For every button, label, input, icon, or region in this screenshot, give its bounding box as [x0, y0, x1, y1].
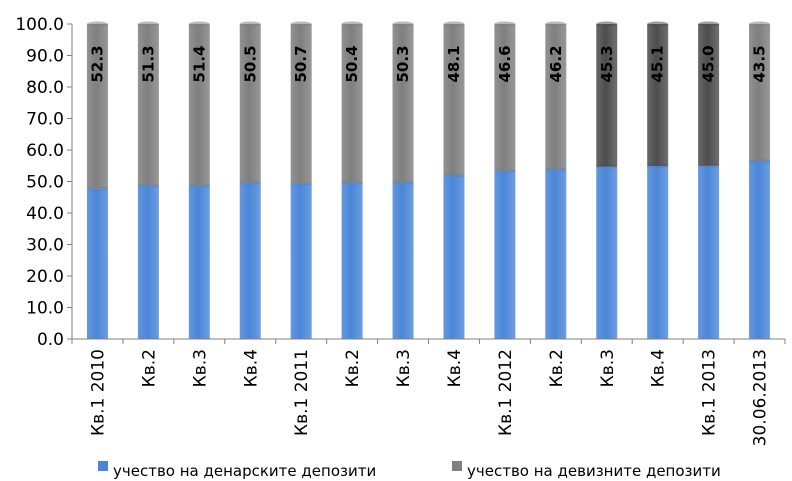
bar-foreign — [749, 24, 771, 162]
bar-foreign — [494, 24, 516, 171]
data-label: 51.3 — [139, 45, 157, 82]
data-label: 50.4 — [343, 45, 361, 82]
x-tick-label: Кв.1 2012 — [496, 349, 516, 436]
data-label: 45.1 — [649, 45, 667, 82]
y-tick-label: 40.0 — [26, 204, 64, 224]
x-tick-label: Кв.1 2013 — [700, 349, 720, 436]
bar-foreign — [239, 24, 261, 184]
x-tick-label: Кв.4 — [649, 349, 669, 387]
x-tick-label: Кв.3 — [598, 349, 618, 387]
data-label: 46.6 — [496, 45, 514, 82]
legend-item-denar: учество на денарските депозити — [98, 461, 376, 480]
bar-foreign-cap — [137, 21, 159, 27]
y-tick-label: 90.0 — [26, 47, 64, 67]
legend-swatch-denar — [98, 461, 108, 471]
x-tick-label: Кв.2 — [139, 349, 159, 387]
legend-label-denar: учество на денарските депозити — [113, 462, 376, 480]
bar-foreign-cap — [443, 21, 465, 27]
y-tick-label: 30.0 — [26, 236, 64, 256]
x-axis: Кв.1 2010 Кв.2 Кв.3 Кв.4 Кв.1 2011 Кв.2 Кв.3 Кв… — [71, 338, 786, 446]
data-label: 52.3 — [88, 45, 106, 82]
y-tick-label: 20.0 — [26, 267, 64, 287]
bar-foreign-cap — [86, 21, 108, 27]
y-tick-label: 100.0 — [15, 15, 64, 35]
bar-foreign — [443, 24, 465, 176]
bar-foreign-cap — [698, 21, 720, 27]
data-label: 51.4 — [190, 45, 208, 82]
bar-foreign-cap — [749, 21, 771, 27]
bar-foreign-cap — [188, 21, 210, 27]
legend-item-foreign: учество на девизните депозити — [452, 461, 721, 480]
bar-foreign — [188, 24, 210, 186]
bar-denar — [647, 166, 669, 339]
bar-foreign — [392, 24, 414, 183]
x-tick-label: Кв.4 — [445, 349, 465, 387]
data-label: 50.7 — [292, 45, 310, 82]
bar-denar — [137, 185, 159, 339]
bar-foreign-cap — [239, 21, 261, 27]
x-tick-label: Кв.2 — [343, 349, 363, 387]
x-tick-label: Кв.2 — [547, 349, 567, 387]
x-tick-label: Кв.4 — [241, 349, 261, 387]
y-tick-label: 50.0 — [26, 173, 64, 193]
bar-denar — [341, 182, 363, 339]
data-label: 45.3 — [598, 45, 616, 82]
y-tick-label: 10.0 — [26, 299, 64, 319]
legend: учество на денарските депозити учество н… — [98, 461, 721, 480]
bar-foreign-cap — [545, 21, 567, 27]
bar-denar — [749, 161, 771, 339]
x-tick-label: Кв.1 2011 — [292, 349, 312, 436]
data-label: 46.2 — [547, 45, 565, 82]
bar-foreign — [290, 24, 312, 184]
x-tick-label: Кв.1 2010 — [88, 349, 108, 436]
bar-foreign — [596, 24, 618, 167]
bar-foreign-cap — [647, 21, 669, 27]
data-labels: 52.3 51.3 51.4 50.5 50.7 50.4 50.3 48.1 46.6 46.2… — [88, 45, 768, 82]
bar-foreign — [545, 24, 567, 170]
data-label: 43.5 — [751, 45, 769, 82]
y-axis: 0.0 10.0 20.0 30.0 40.0 50.0 60.0 70.0 80.0 90.0 1… — [15, 15, 73, 350]
bar-denar — [290, 183, 312, 339]
x-tick-label: Кв.3 — [190, 349, 210, 387]
data-label: 48.1 — [445, 45, 463, 82]
bar-foreign-cap — [290, 21, 312, 27]
x-tick-label: 30.06.2013 — [751, 349, 771, 446]
bar-foreign — [698, 24, 720, 166]
legend-label-foreign: учество на девизните депозити — [467, 462, 721, 480]
bar-foreign-cap — [494, 21, 516, 27]
bar-foreign — [137, 24, 159, 186]
y-tick-label: 70.0 — [26, 110, 64, 130]
bar-denar — [596, 166, 618, 339]
bar-denar — [86, 188, 108, 339]
bar-denar — [239, 183, 261, 339]
legend-swatch-foreign — [452, 461, 462, 471]
bar-denar — [392, 182, 414, 339]
bar-denar — [698, 165, 720, 339]
data-label: 45.0 — [700, 45, 718, 82]
bar-denar — [494, 170, 516, 339]
y-tick-label: 0.0 — [37, 330, 64, 350]
y-tick-label: 80.0 — [26, 78, 64, 98]
bar-foreign-cap — [341, 21, 363, 27]
y-tick-label: 60.0 — [26, 141, 64, 161]
bar-foreign-cap — [392, 21, 414, 27]
bar-denar — [443, 175, 465, 339]
bar-denar — [188, 185, 210, 339]
bar-foreign — [341, 24, 363, 183]
bar-foreign-cap — [596, 21, 618, 27]
x-tick-label: Кв.3 — [394, 349, 414, 387]
bar-denar — [545, 169, 567, 339]
bar-foreign — [86, 24, 108, 189]
bar-foreign — [647, 24, 669, 167]
bars — [86, 21, 771, 339]
data-label: 50.3 — [394, 45, 412, 82]
data-label: 50.5 — [241, 45, 259, 82]
